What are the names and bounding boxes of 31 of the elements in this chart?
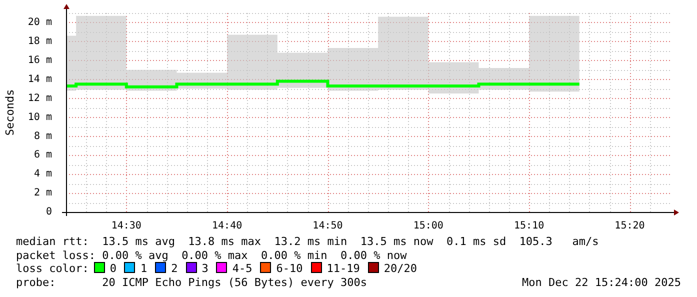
x-tick-label: 14:40	[212, 220, 242, 232]
y-tick-label: 18 m	[28, 36, 52, 48]
legend-label: 1	[140, 262, 148, 275]
legend-label: 3	[202, 262, 208, 275]
legend-label: 4-5	[232, 262, 252, 275]
legend-label: 20/20	[384, 262, 417, 275]
legend-title: loss color:	[16, 262, 89, 275]
x-tick-label: 15:00	[413, 220, 444, 232]
y-tick-label: 8 m	[34, 130, 52, 142]
y-tick-label: 6 m	[34, 150, 52, 161]
text: median rtt: 13.5 ms avg 13.8 ms max 13.2 ms min 13.5 ms now 0.1 ms sd 105.3 am/s	[16, 235, 599, 248]
y-tick-label: 12 m	[28, 92, 52, 104]
legend-label: 6-10	[276, 262, 303, 275]
y-tick-label: 0	[46, 206, 52, 218]
x-tick-label: 15:10	[514, 220, 544, 232]
text: Mon Dec 22 15:24:00 2025	[522, 276, 681, 288]
y-tick-label: 14 m	[28, 74, 52, 85]
x-tick-label: 14:30	[111, 220, 142, 232]
x-tick-label: 15:20	[614, 220, 645, 232]
y-axis-title: Seconds	[3, 89, 16, 136]
text: probe: 20 ICMP Echo Pings (56 Bytes) every 300s	[16, 276, 367, 288]
y-tick-label: 4 m	[34, 168, 52, 180]
legend-label: 0	[110, 262, 116, 275]
x-tick-label: 14:50	[312, 220, 343, 232]
y-tick-label: 10 m	[28, 112, 52, 123]
legend-label: 2	[171, 262, 178, 275]
legend-label: 11-19	[326, 262, 360, 275]
text: packet loss: 0.00 % avg 0.00 % max 0.00 % min 0.00 % now	[16, 248, 407, 262]
y-tick-label: 20 m	[28, 17, 52, 28]
y-tick-label: 2 m	[34, 188, 52, 199]
y-tick-label: 16 m	[28, 54, 52, 66]
